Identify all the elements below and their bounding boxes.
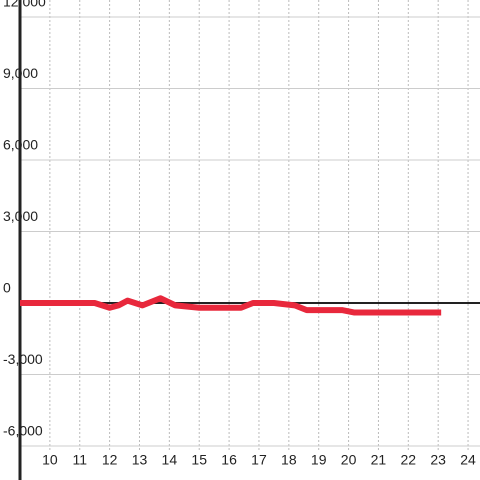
y-tick-label: 0 bbox=[3, 280, 11, 296]
y-tick-label: 12,000 bbox=[3, 0, 46, 10]
x-tick-label: 20 bbox=[341, 452, 357, 468]
x-tick-label: 11 bbox=[72, 452, 87, 468]
x-tick-label: 10 bbox=[42, 452, 58, 468]
x-tick-label: 14 bbox=[162, 452, 178, 468]
x-tick-label: 12 bbox=[102, 452, 118, 468]
x-tick-label: 16 bbox=[221, 452, 237, 468]
x-tick-label: 23 bbox=[430, 452, 446, 468]
y-tick-label: -6,000 bbox=[3, 423, 43, 439]
data-line bbox=[20, 295, 442, 316]
x-tick-label: 24 bbox=[460, 452, 476, 468]
x-tick-label: 21 bbox=[371, 452, 387, 468]
x-tick-label: 22 bbox=[401, 452, 417, 468]
x-tick-label: 18 bbox=[281, 452, 297, 468]
y-tick-label: -3,000 bbox=[3, 351, 43, 367]
x-tick-label: 15 bbox=[191, 452, 207, 468]
x-tick-label: 13 bbox=[132, 452, 148, 468]
x-tick-label: 17 bbox=[251, 452, 267, 468]
x-tick-label: 19 bbox=[311, 452, 327, 468]
